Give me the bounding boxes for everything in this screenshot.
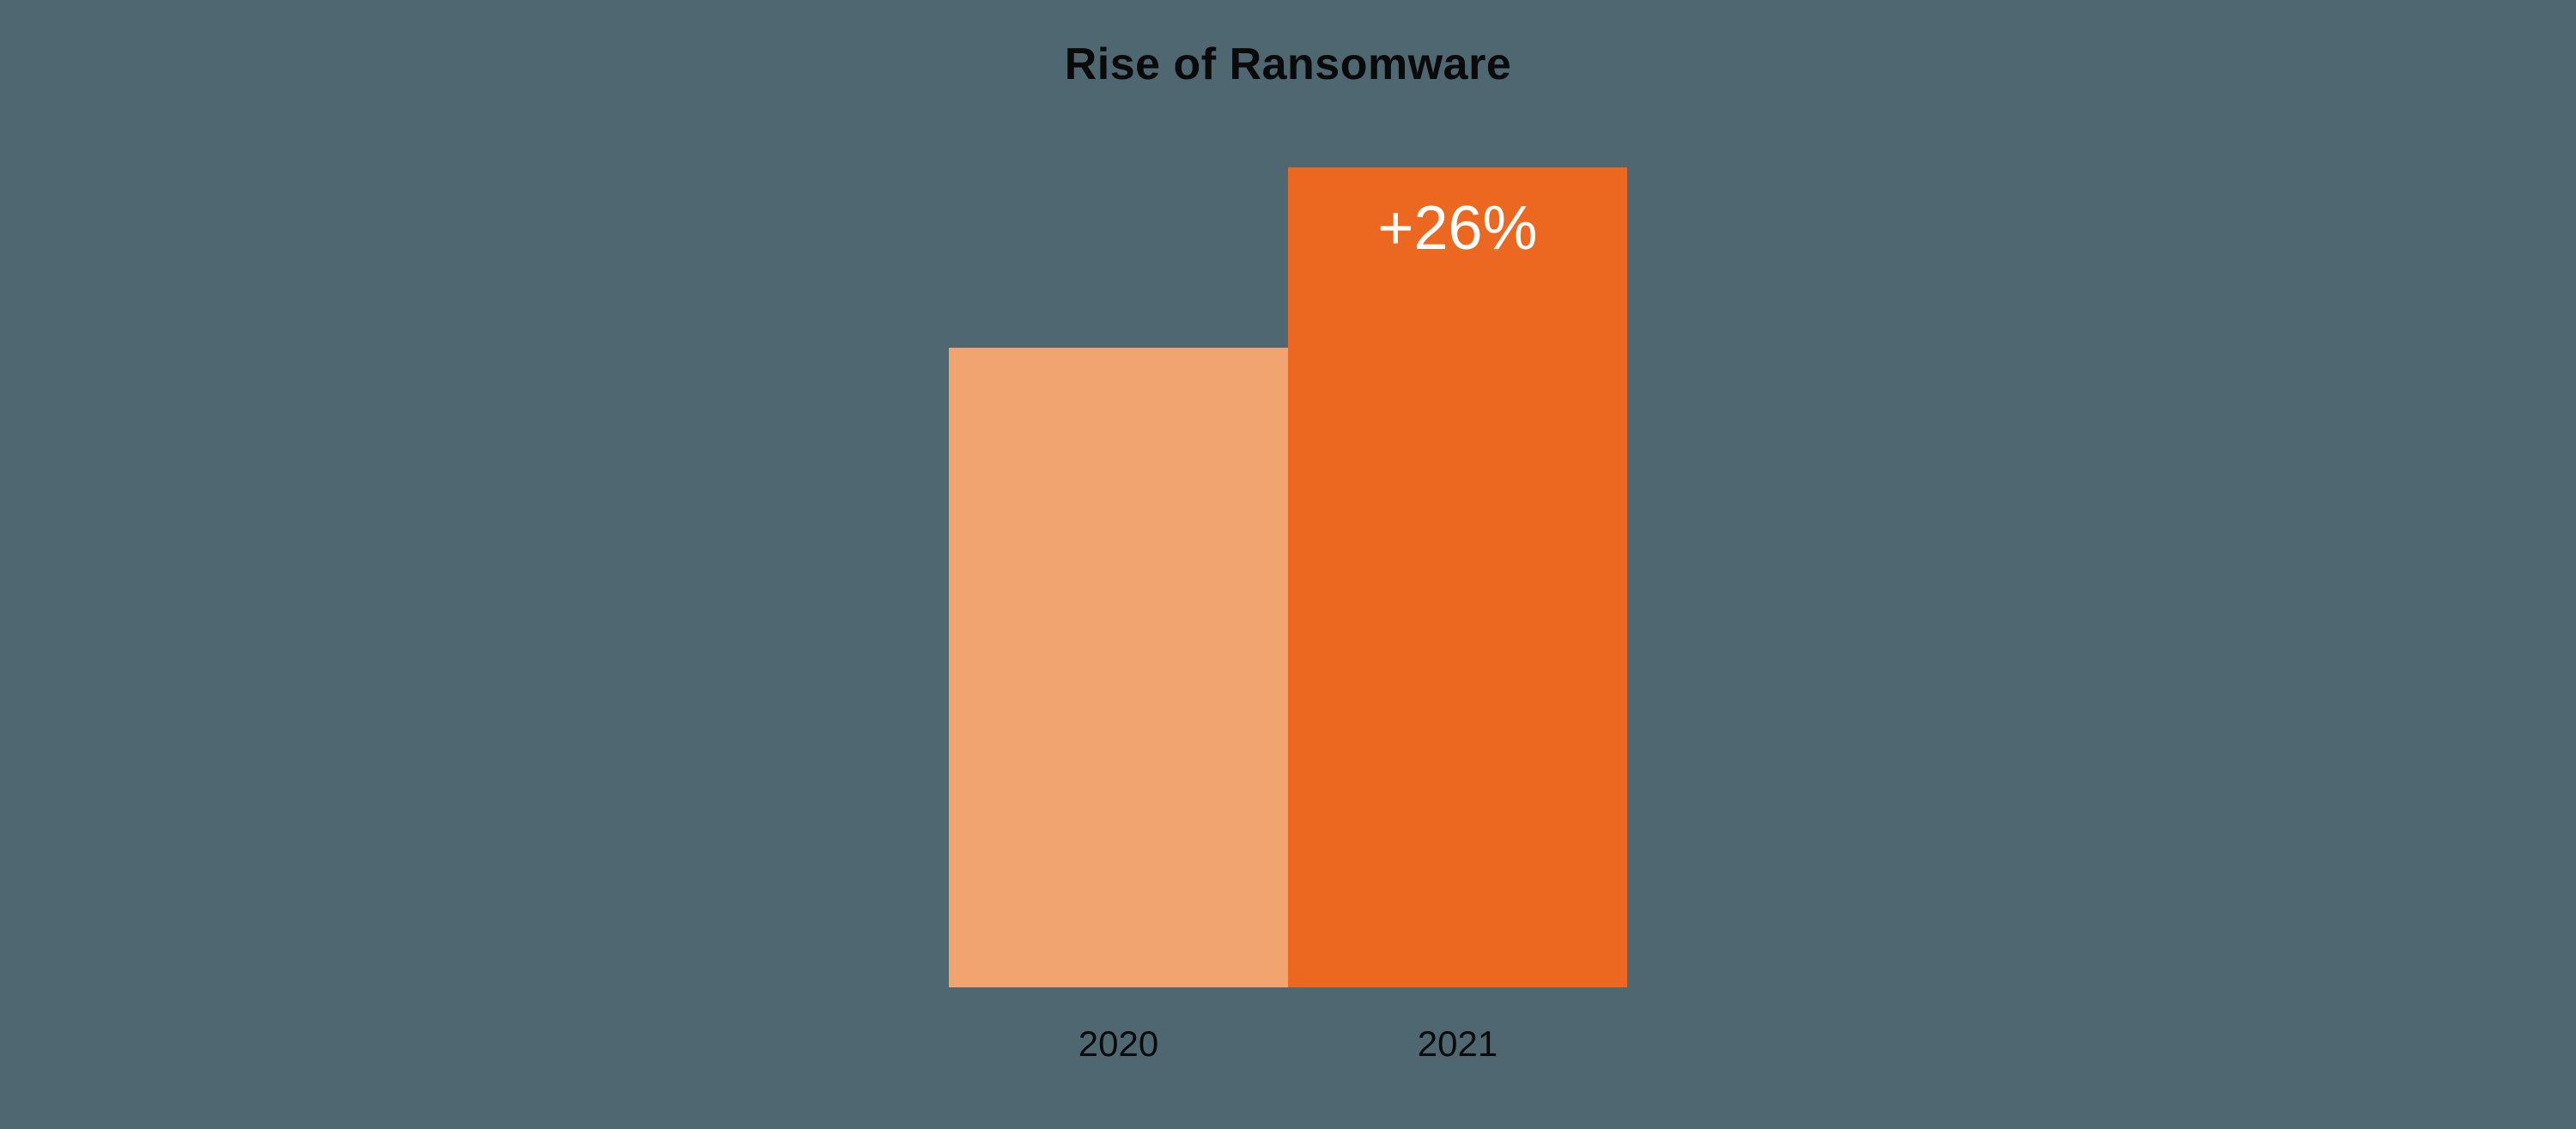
chart-canvas: Rise of Ransomware +26% 20202021 <box>0 0 2576 1129</box>
bar-2021: +26% <box>1288 167 1627 987</box>
x-label-2021: 2021 <box>1288 1023 1627 1065</box>
bar-annotation-2021: +26% <box>1377 193 1537 264</box>
x-axis-labels: 20202021 <box>949 1023 1627 1065</box>
bars-area: +26% <box>949 167 1627 987</box>
chart-title: Rise of Ransomware <box>1065 39 1512 90</box>
bar-2020 <box>949 348 1288 987</box>
x-label-2020: 2020 <box>949 1023 1288 1065</box>
